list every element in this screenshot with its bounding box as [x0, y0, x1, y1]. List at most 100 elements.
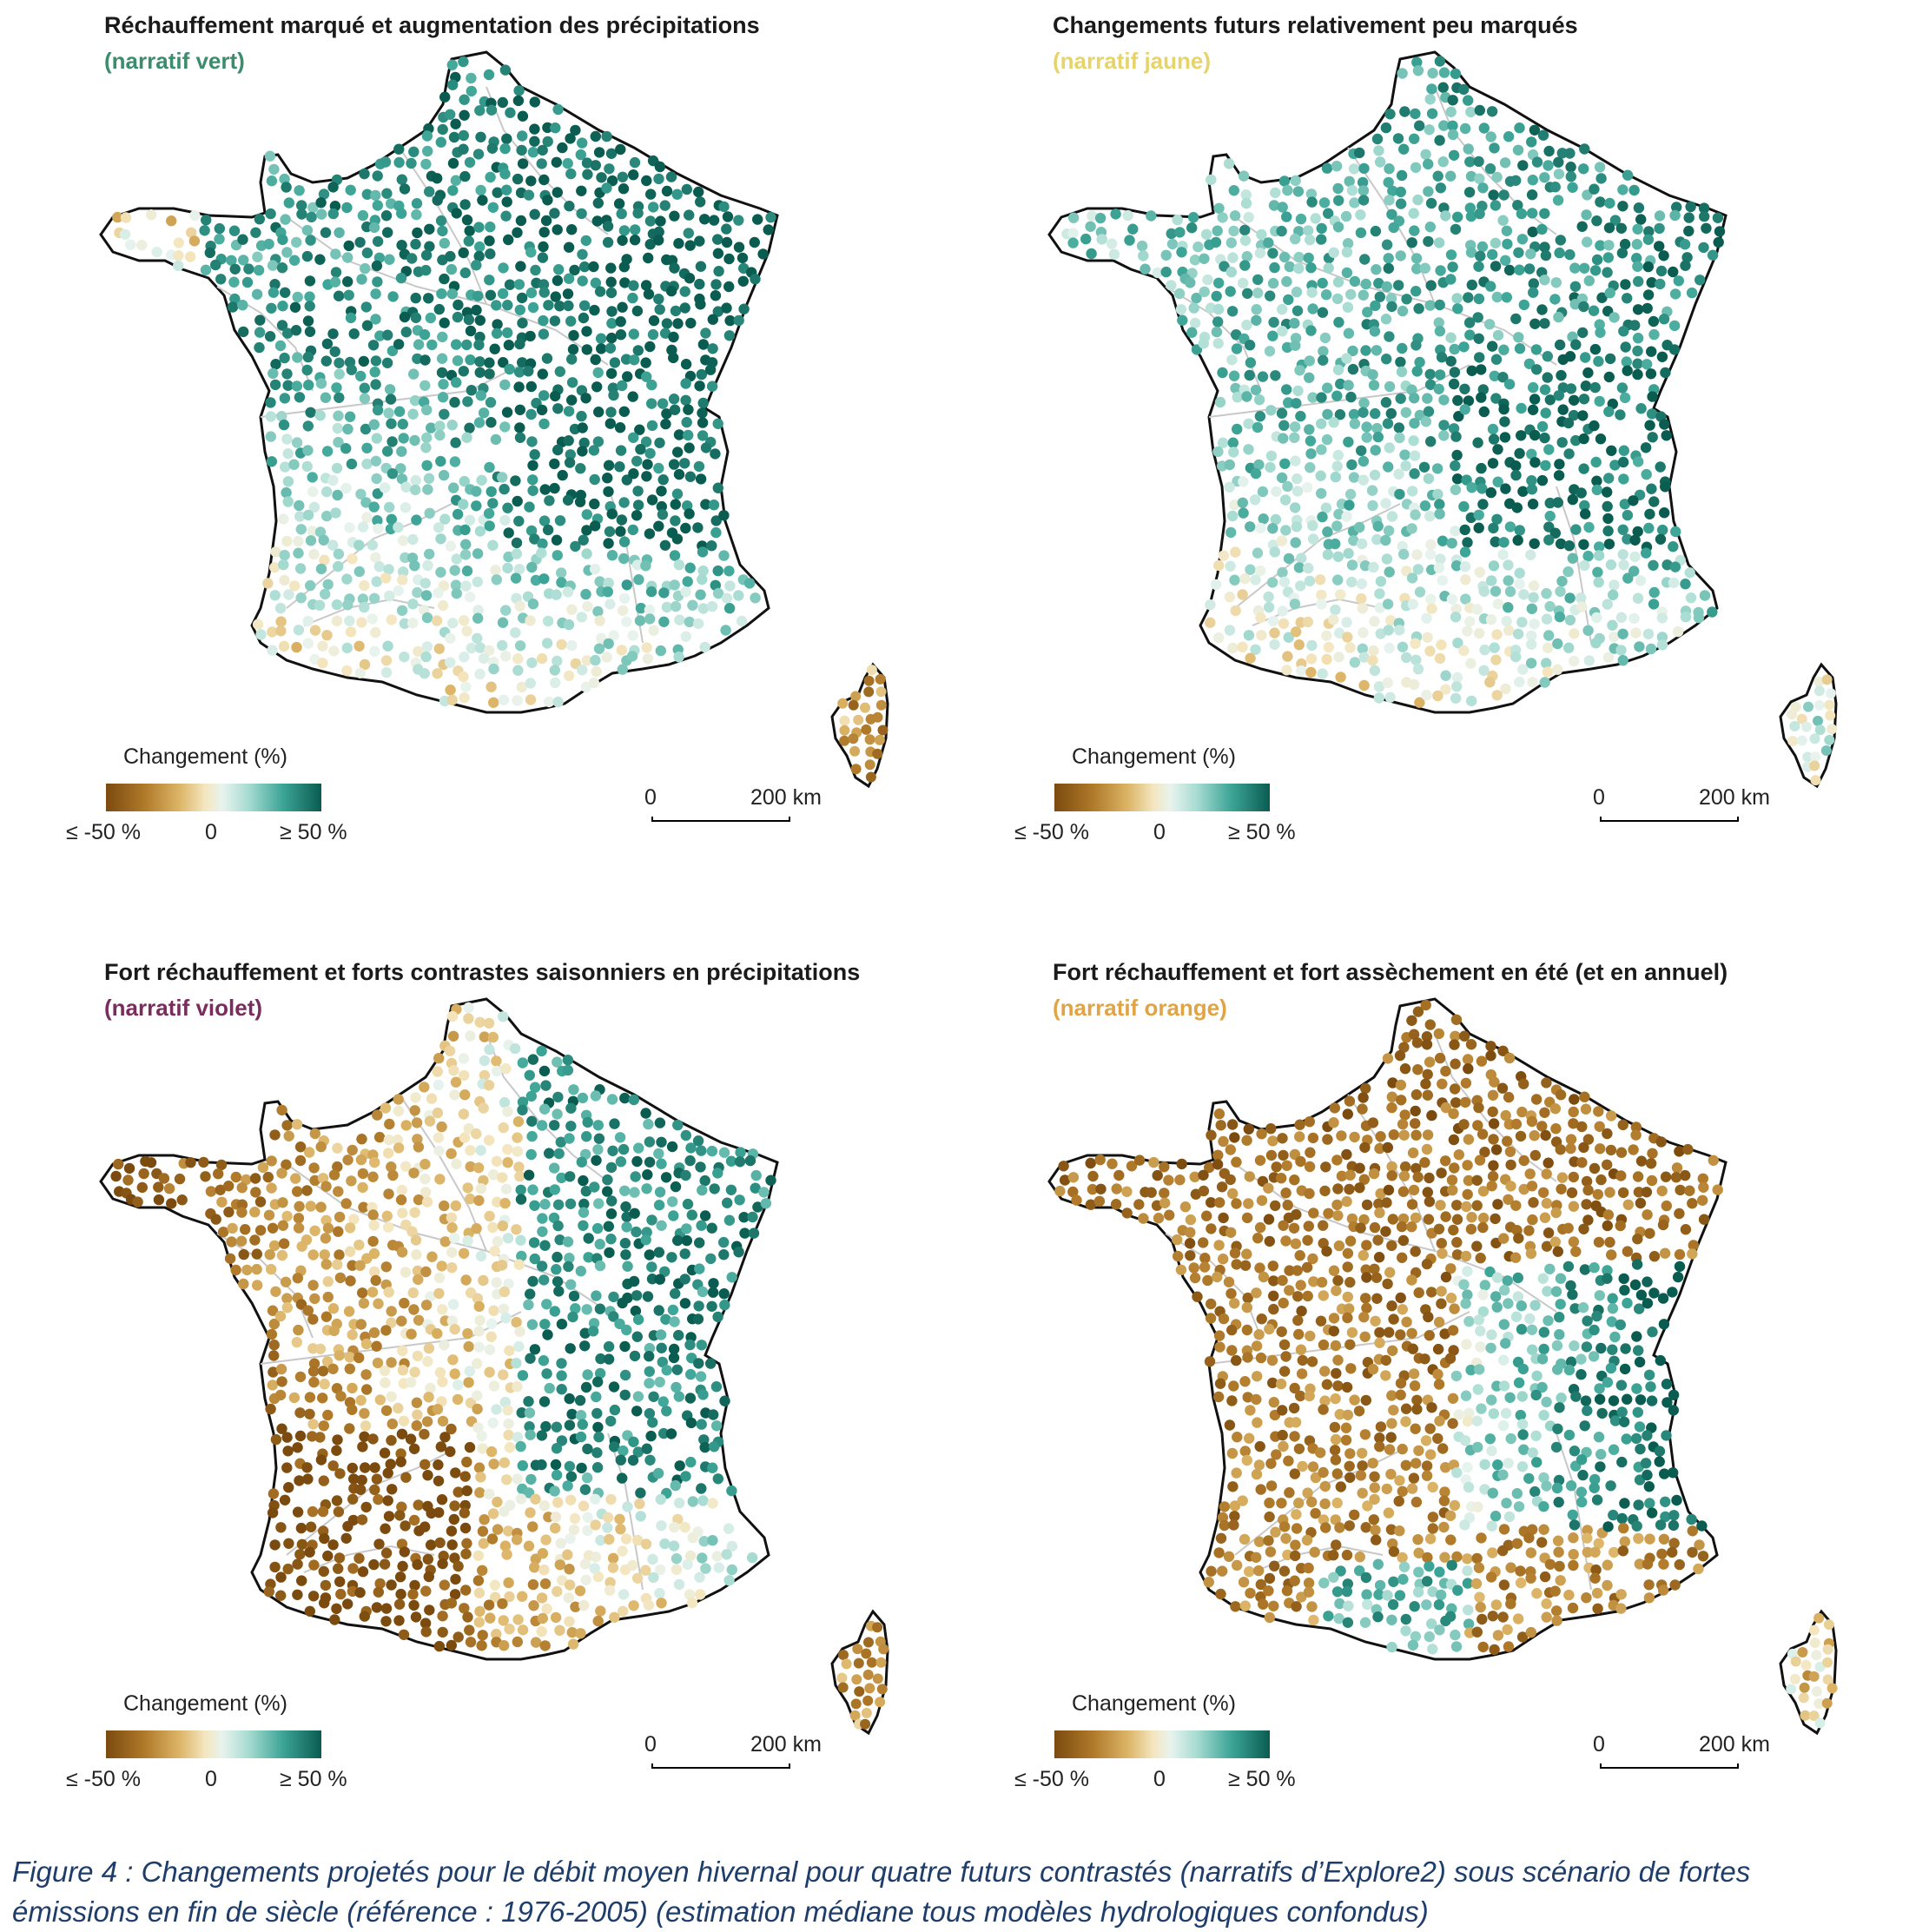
- station-point: [1307, 303, 1318, 314]
- station-point: [1308, 1208, 1319, 1219]
- station-point: [721, 302, 732, 314]
- station-point: [1424, 1560, 1435, 1572]
- station-point: [1617, 1119, 1628, 1131]
- station-point: [1594, 541, 1605, 552]
- station-point: [318, 1565, 329, 1578]
- station-point: [1358, 455, 1370, 467]
- station-point: [1813, 676, 1825, 687]
- station-point: [1582, 367, 1594, 379]
- station-point: [449, 1323, 460, 1335]
- station-point: [408, 1168, 419, 1179]
- station-point: [1332, 551, 1344, 562]
- station-point: [1617, 201, 1628, 212]
- station-point: [1306, 639, 1318, 652]
- station-point: [1400, 1459, 1411, 1471]
- station-point: [679, 458, 690, 469]
- station-point: [241, 276, 254, 288]
- station-point: [136, 1181, 148, 1194]
- station-point: [1472, 1384, 1483, 1395]
- station-point: [491, 300, 502, 311]
- station-point: [1396, 169, 1408, 182]
- station-point: [1694, 275, 1706, 286]
- station-point: [543, 300, 554, 311]
- station-point: [411, 208, 422, 221]
- station-point: [1179, 1201, 1192, 1213]
- station-point: [347, 1144, 358, 1156]
- station-point: [1450, 1014, 1463, 1025]
- station-point: [1374, 602, 1385, 613]
- station-point: [1304, 372, 1315, 383]
- station-point: [345, 626, 357, 638]
- station-point: [445, 685, 456, 696]
- station-point: [1251, 304, 1262, 315]
- station-point: [411, 1117, 423, 1128]
- station-point: [549, 1184, 560, 1195]
- station-point: [724, 580, 736, 592]
- station-point: [360, 1338, 373, 1350]
- station-point: [317, 1393, 328, 1404]
- station-point: [1437, 1078, 1448, 1089]
- station-point: [1655, 461, 1666, 473]
- station-point: [1579, 559, 1590, 572]
- station-point: [542, 1329, 553, 1340]
- station-point: [1642, 1430, 1653, 1441]
- station-point: [1642, 302, 1653, 314]
- station-point: [750, 592, 761, 604]
- station-point: [301, 1234, 313, 1246]
- station-point: [1283, 632, 1294, 643]
- station-point: [1360, 1264, 1371, 1275]
- station-point: [595, 1353, 606, 1365]
- station-point: [1621, 1433, 1632, 1445]
- station-point: [673, 238, 684, 249]
- station-point: [1358, 679, 1370, 691]
- station-point: [1254, 1262, 1265, 1274]
- station-point: [515, 1440, 526, 1452]
- station-point: [1449, 1083, 1461, 1095]
- station-point: [1438, 67, 1450, 78]
- station-point: [1563, 1364, 1576, 1376]
- station-point: [1555, 1273, 1567, 1284]
- station-point: [537, 1548, 549, 1559]
- station-point: [1330, 1514, 1341, 1525]
- station-point: [1680, 579, 1691, 590]
- station-point: [723, 253, 735, 265]
- station-point: [669, 404, 681, 415]
- station-point: [314, 599, 326, 611]
- station-point: [1460, 1250, 1472, 1262]
- station-point: [447, 79, 459, 90]
- station-point: [525, 615, 536, 626]
- station-point: [1411, 1394, 1423, 1406]
- station-point: [1344, 1520, 1355, 1532]
- station-point: [1282, 184, 1293, 196]
- station-point: [1369, 665, 1381, 677]
- station-point: [605, 287, 618, 299]
- station-point: [1617, 524, 1628, 535]
- station-point: [1380, 122, 1392, 134]
- station-point: [644, 1156, 656, 1168]
- station-point: [1642, 1276, 1653, 1287]
- station-point: [230, 1264, 241, 1276]
- station-point: [661, 318, 673, 329]
- station-point: [435, 566, 446, 578]
- station-point: [290, 1173, 301, 1184]
- station-point: [1371, 133, 1384, 145]
- station-point: [1277, 1405, 1288, 1416]
- station-point: [291, 641, 302, 653]
- station-point: [1278, 576, 1291, 587]
- station-point: [1319, 1366, 1331, 1377]
- station-point: [1619, 1363, 1631, 1375]
- station-point: [1283, 552, 1295, 565]
- station-point: [1427, 1481, 1438, 1493]
- station-point: [307, 1431, 318, 1442]
- station-point: [1344, 1169, 1356, 1181]
- station-point: [575, 1410, 587, 1421]
- station-point: [1225, 526, 1237, 539]
- station-point: [615, 1524, 626, 1535]
- station-point: [461, 215, 473, 226]
- station-point: [332, 422, 343, 434]
- station-point: [1395, 356, 1406, 367]
- station-point: [294, 392, 306, 403]
- station-point: [591, 1222, 604, 1234]
- station-point: [421, 432, 433, 444]
- station-point: [1368, 645, 1379, 657]
